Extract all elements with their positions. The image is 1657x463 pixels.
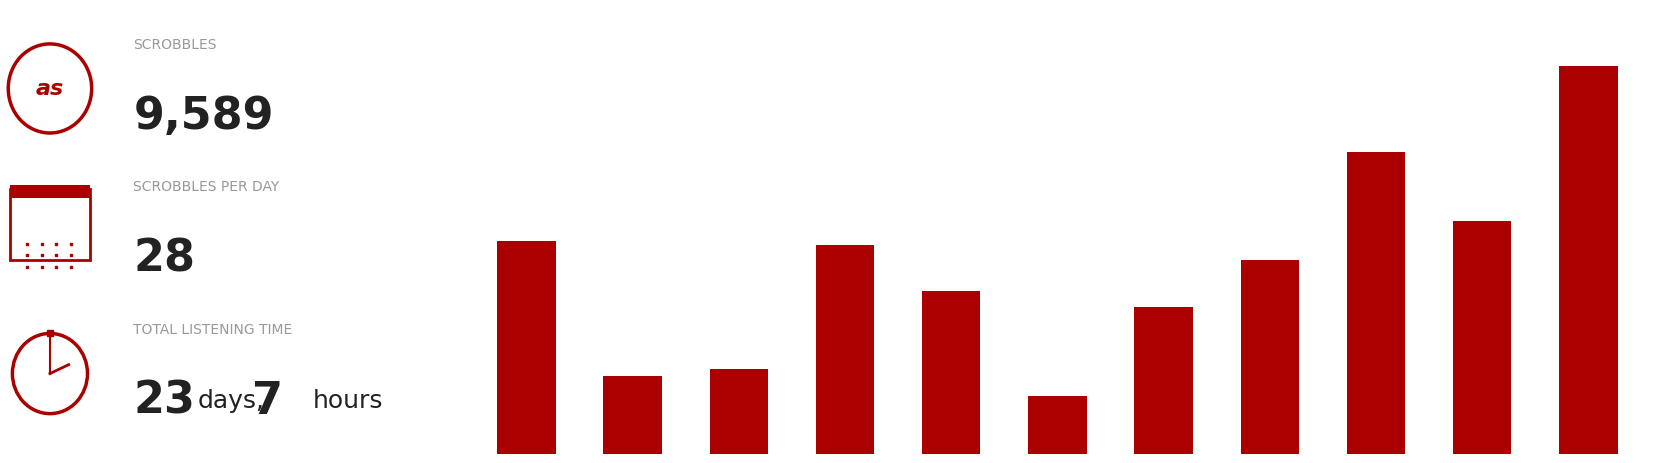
Text: as: as xyxy=(36,79,65,99)
Bar xyxy=(1133,307,1191,454)
Bar xyxy=(815,245,873,454)
Text: days,: days, xyxy=(197,388,265,413)
Bar xyxy=(1027,396,1085,454)
Bar xyxy=(709,369,767,454)
Bar xyxy=(921,291,979,454)
Text: 28: 28 xyxy=(133,237,196,280)
Bar xyxy=(1345,152,1405,454)
Bar xyxy=(497,241,555,454)
Text: hours: hours xyxy=(313,388,383,413)
Bar xyxy=(603,376,661,454)
Text: 23: 23 xyxy=(133,379,196,422)
Bar xyxy=(1558,67,1617,454)
Text: SCROBBLES: SCROBBLES xyxy=(133,38,217,52)
Text: TOTAL LISTENING TIME: TOTAL LISTENING TIME xyxy=(133,322,292,336)
Bar xyxy=(1239,261,1297,454)
Text: SCROBBLES PER DAY: SCROBBLES PER DAY xyxy=(133,180,280,194)
Text: 7: 7 xyxy=(252,379,283,422)
Bar xyxy=(1452,222,1511,454)
FancyBboxPatch shape xyxy=(10,189,89,260)
Text: 9,589: 9,589 xyxy=(133,94,273,138)
FancyBboxPatch shape xyxy=(10,186,89,198)
